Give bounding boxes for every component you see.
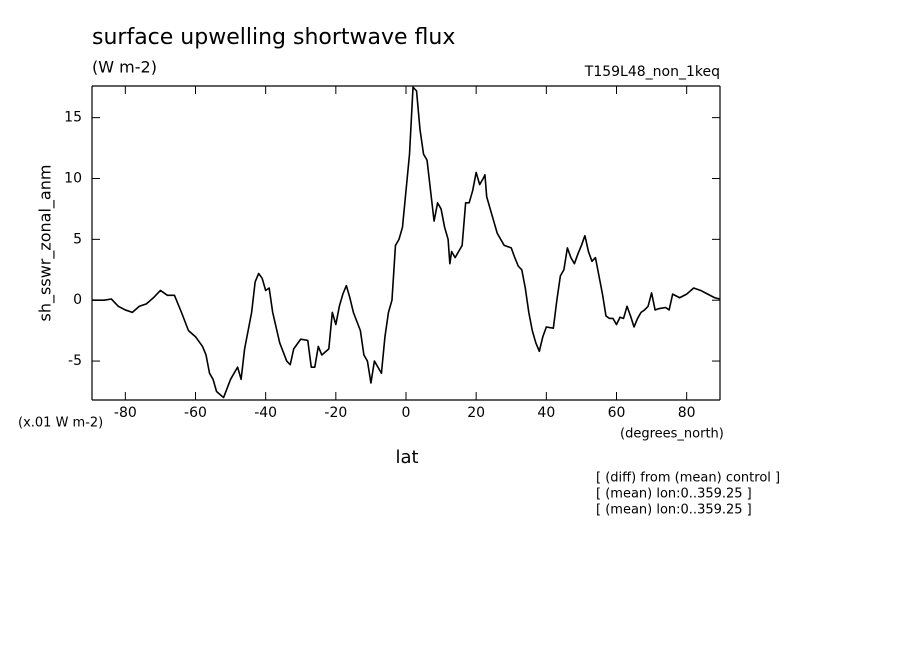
annotation: [ (mean) lon:0..359.25 ] bbox=[596, 487, 752, 502]
x-tick-label: 20 bbox=[467, 405, 485, 421]
y-tick-label: 10 bbox=[64, 170, 82, 186]
annotation: [ (mean) lon:0..359.25 ] bbox=[596, 503, 752, 518]
y-tick-label: 0 bbox=[73, 292, 82, 308]
plot-frame bbox=[91, 85, 721, 401]
experiment-label: T159L48_non_1keq bbox=[584, 64, 720, 80]
chart-subtitle: (W m-2) bbox=[92, 58, 157, 77]
y-scale-note: (x.01 W m-2) bbox=[18, 416, 103, 431]
x-tick-label: -40 bbox=[254, 405, 277, 421]
x-tick-label: -20 bbox=[324, 405, 347, 421]
y-axis-label: sh_sswr_zonal_anm bbox=[36, 165, 56, 322]
data-line bbox=[92, 86, 721, 399]
y-tick-label: 15 bbox=[64, 110, 82, 126]
annotation: [ (diff) from (mean) control ] bbox=[596, 471, 780, 486]
x-tick-label: -60 bbox=[184, 405, 207, 421]
x-tick-label: 60 bbox=[608, 405, 626, 421]
x-tick-label: 80 bbox=[678, 405, 696, 421]
x-axis-label: lat bbox=[395, 447, 418, 468]
chart-title: surface upwelling shortwave flux bbox=[92, 25, 455, 50]
x-tick-label: 0 bbox=[402, 405, 411, 421]
x-units: (degrees_north) bbox=[620, 427, 724, 442]
x-tick-label: -80 bbox=[114, 405, 137, 421]
x-tick-label: 40 bbox=[537, 405, 555, 421]
y-tick-label: -5 bbox=[68, 353, 82, 369]
y-tick-label: 5 bbox=[73, 231, 82, 247]
